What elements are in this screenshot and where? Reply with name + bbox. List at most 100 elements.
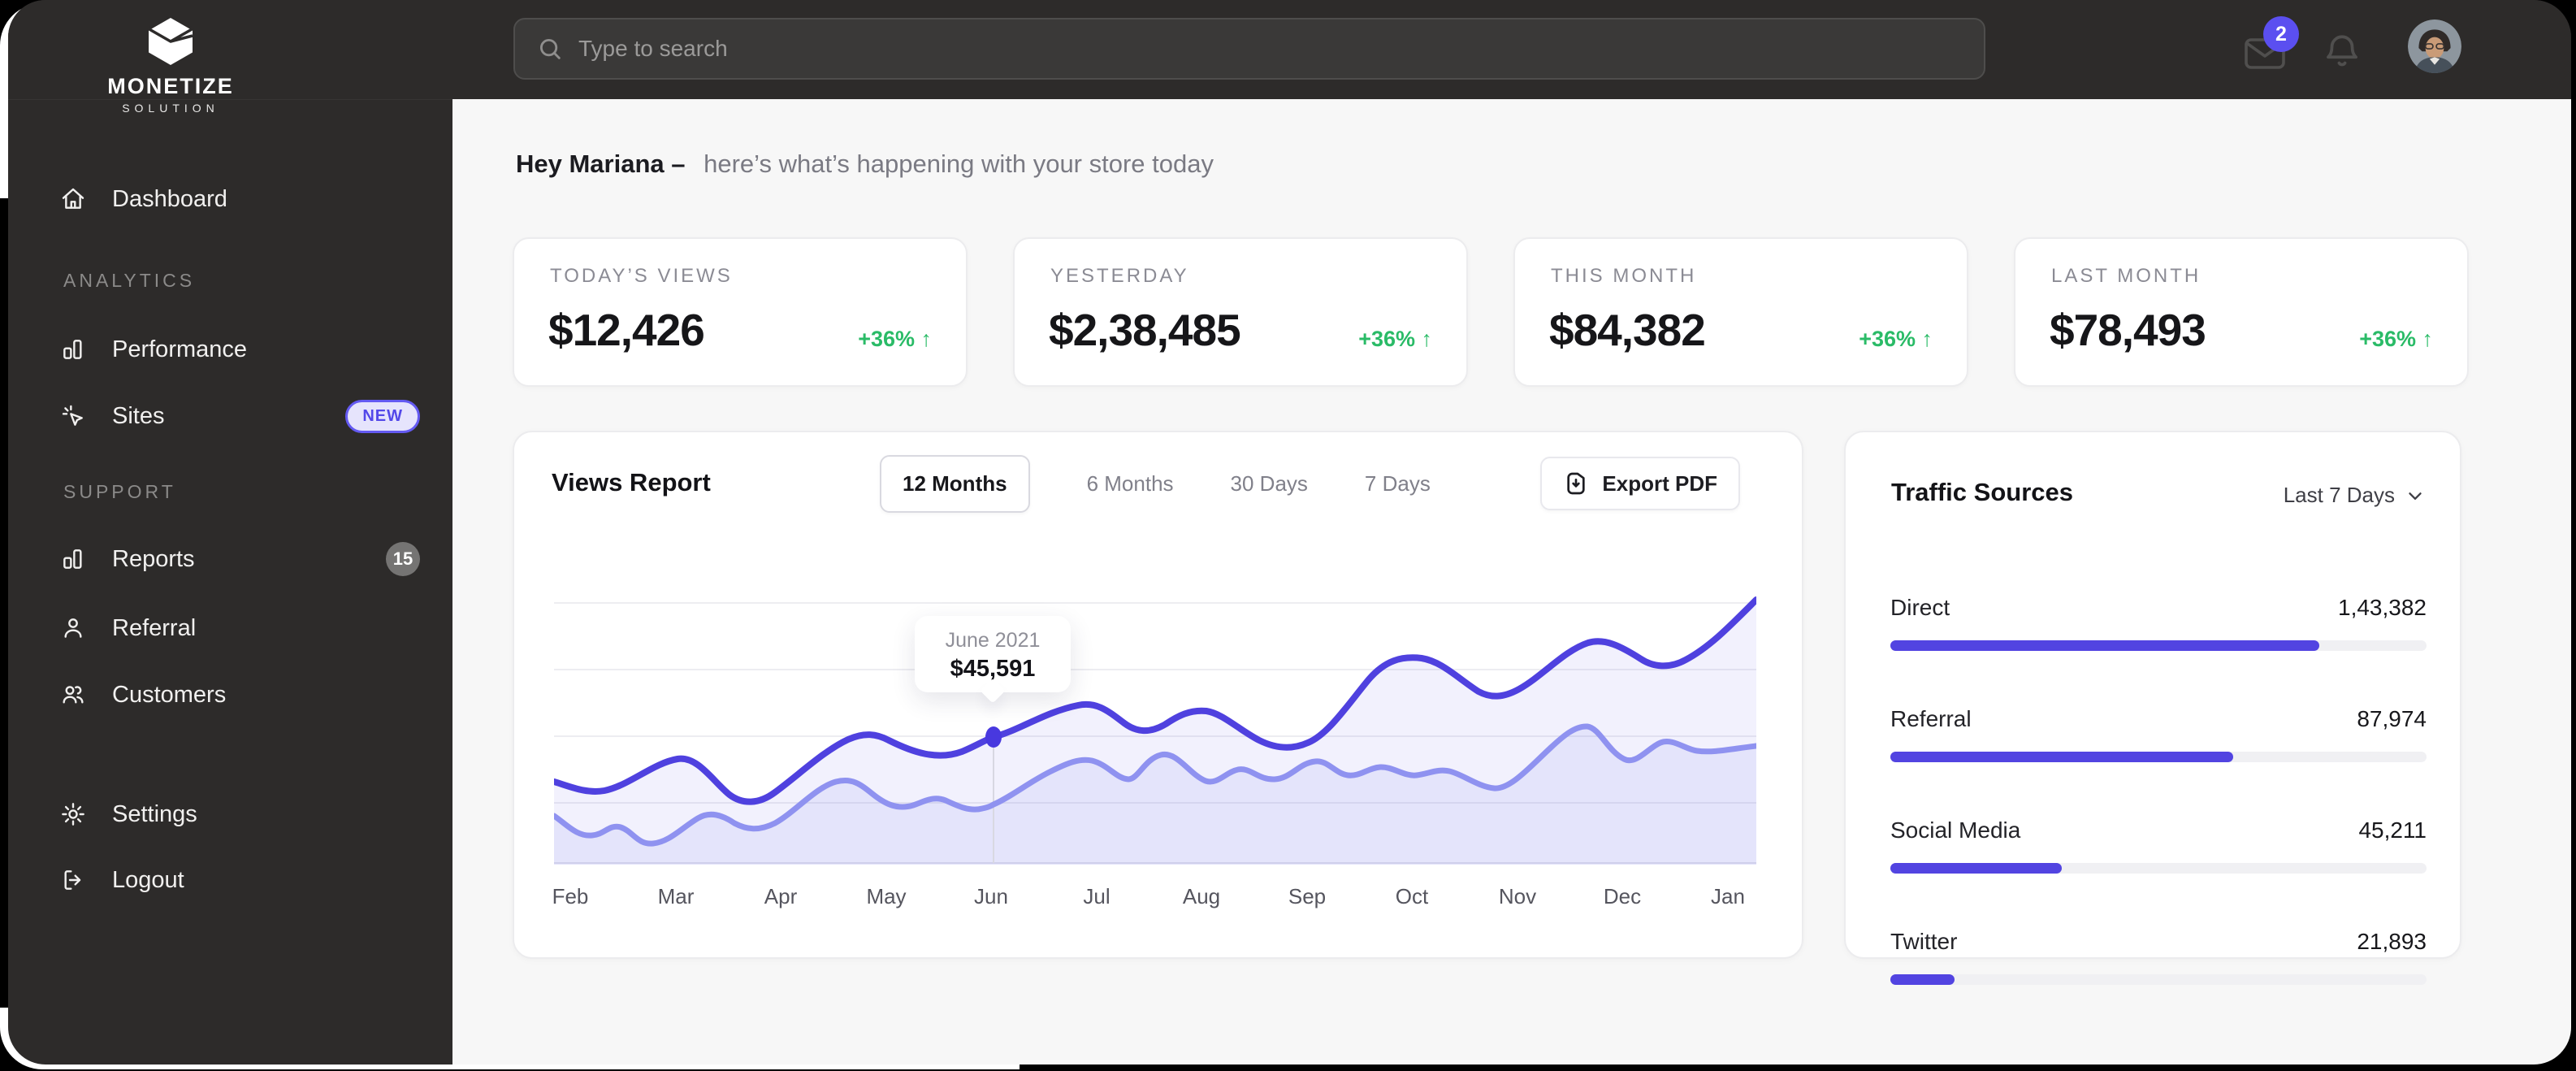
stat-card-yesterday: YESTERDAY $2,38,485 +36% ↑ xyxy=(1013,237,1468,387)
x-tick: Jan xyxy=(1711,884,1745,908)
sidebar-section-analytics: ANALYTICS xyxy=(63,270,196,291)
x-tick: May xyxy=(866,884,907,908)
x-tick: Jun xyxy=(974,884,1008,908)
x-tick: Jul xyxy=(1083,884,1110,908)
tooltip-label: June 2021 xyxy=(945,629,1041,652)
sidebar-item-settings[interactable]: Settings xyxy=(60,795,420,834)
search-bar[interactable] xyxy=(513,18,1985,80)
views-report-panel: Views Report 12 Months 6 Months 30 Days … xyxy=(513,431,1803,959)
range-dropdown-label: Last 7 Days xyxy=(2283,483,2395,507)
progress-fill xyxy=(1890,640,2319,651)
stat-value: $12,426 xyxy=(548,305,705,355)
stat-delta: +36% ↑ xyxy=(1358,327,1432,351)
sidebar-item-sites[interactable]: Sites NEW xyxy=(60,397,420,436)
logo-title: MONETIZE xyxy=(107,74,234,98)
sidebar-item-label: Performance xyxy=(112,336,248,362)
logo-subtitle: SOLUTION xyxy=(122,102,219,115)
sidebar-item-label: Logout xyxy=(112,866,184,893)
range-tabs: 12 Months 6 Months 30 Days 7 Days xyxy=(880,454,1431,513)
main-content: Hey Mariana – here’s what’s happening wi… xyxy=(452,99,2571,1064)
x-axis-labels: Feb Mar Apr May Jun Jul Aug Sep Oct Nov … xyxy=(552,884,1756,912)
sidebar-item-label: Dashboard xyxy=(112,185,227,212)
cursor-click-icon xyxy=(62,405,83,426)
stat-value: $78,493 xyxy=(2050,305,2206,355)
chart-tooltip: June 2021 $45,591 xyxy=(915,616,1071,692)
tab-6-months[interactable]: 6 Months xyxy=(1086,470,1174,496)
home-icon xyxy=(62,188,84,209)
export-pdf-label: Export PDF xyxy=(1602,470,1717,496)
sidebar-item-dashboard[interactable]: Dashboard xyxy=(60,180,420,219)
x-tick: Feb xyxy=(552,884,589,908)
progress-track xyxy=(1890,752,2427,762)
progress-fill xyxy=(1890,974,1955,985)
user-avatar[interactable] xyxy=(2408,20,2461,73)
stat-card-this-month: THIS MONTH $84,382 +36% ↑ xyxy=(1513,237,1968,387)
divider xyxy=(8,99,452,100)
progress-fill xyxy=(1890,863,2063,874)
chevron-down-icon xyxy=(2409,492,2422,500)
topbar: 2 xyxy=(8,0,2571,99)
sidebar-item-label: Settings xyxy=(112,800,197,827)
traffic-label: Direct xyxy=(1890,595,1950,620)
stat-label: YESTERDAY xyxy=(1050,265,1189,287)
tab-7-days[interactable]: 7 Days xyxy=(1364,470,1431,496)
search-icon xyxy=(539,38,561,59)
x-tick: Oct xyxy=(1395,884,1429,908)
traffic-value: 87,974 xyxy=(2357,706,2427,731)
tab-30-days[interactable]: 30 Days xyxy=(1230,470,1308,496)
traffic-label: Referral xyxy=(1890,706,1972,731)
logout-icon xyxy=(64,870,81,890)
sidebar-section-support: SUPPORT xyxy=(63,481,176,502)
stat-card-last-month: LAST MONTH $78,493 +36% ↑ xyxy=(2014,237,2469,387)
stat-label: TODAY’S VIEWS xyxy=(550,265,733,287)
traffic-label: Social Media xyxy=(1890,817,2021,843)
search-input[interactable] xyxy=(578,36,1963,62)
avatar-photo xyxy=(2408,20,2461,73)
x-tick: Apr xyxy=(764,884,798,908)
progress-track xyxy=(1890,640,2427,651)
x-tick: Nov xyxy=(1498,884,1537,908)
x-tick: Sep xyxy=(1288,884,1327,908)
views-chart[interactable] xyxy=(551,538,1760,865)
sidebar-item-customers[interactable]: Customers xyxy=(60,675,420,714)
logo: MONETIZE SOLUTION xyxy=(89,15,252,115)
views-report-title: Views Report xyxy=(552,468,711,496)
stat-delta: +36% ↑ xyxy=(1859,327,1933,351)
users-icon xyxy=(63,686,84,704)
progress-track xyxy=(1890,863,2427,874)
sidebar-item-label: Reports xyxy=(112,545,195,572)
export-pdf-button[interactable]: Export PDF xyxy=(1540,457,1740,510)
sidebar-item-label: Sites xyxy=(112,402,165,429)
traffic-value: 1,43,382 xyxy=(2338,595,2427,620)
traffic-value: 45,211 xyxy=(2358,817,2427,843)
chart-marker-dot xyxy=(985,726,1002,748)
bell-icon[interactable] xyxy=(2322,31,2362,72)
greeting: Hey Mariana – here’s what’s happening wi… xyxy=(516,150,1214,179)
progress-fill xyxy=(1890,752,2234,762)
tab-12-months[interactable]: 12 Months xyxy=(880,454,1030,513)
app-window: 2 xyxy=(8,0,2571,1064)
stat-delta: +36% ↑ xyxy=(858,327,932,351)
reports-count-badge: 15 xyxy=(386,542,420,576)
tooltip-value: $45,591 xyxy=(950,656,1036,682)
bar-chart-icon xyxy=(63,549,82,569)
stat-delta: +36% ↑ xyxy=(2359,327,2433,351)
sidebar-item-logout[interactable]: Logout xyxy=(60,861,420,900)
sidebar-item-reports[interactable]: Reports 15 xyxy=(60,540,420,579)
monetize-logo-icon xyxy=(147,15,194,65)
progress-track xyxy=(1890,974,2427,985)
sidebar-item-label: Referral xyxy=(112,614,197,641)
gear-icon xyxy=(62,803,84,826)
range-dropdown[interactable]: Last 7 Days xyxy=(2284,483,2426,508)
stat-value: $2,38,485 xyxy=(1049,305,1241,355)
sidebar-item-performance[interactable]: Performance xyxy=(60,330,420,369)
sidebar-item-referral[interactable]: Referral xyxy=(60,609,420,648)
traffic-sources-panel: Traffic Sources Last 7 Days Direct 1,43,… xyxy=(1844,431,2461,985)
sidebar-item-label: Customers xyxy=(112,681,227,708)
sidebar: MONETIZE SOLUTION Dashboard ANALYTICS Pe… xyxy=(8,0,452,1064)
traffic-label: Twitter xyxy=(1890,929,1958,954)
x-tick: Aug xyxy=(1182,884,1221,908)
views-chart-svg xyxy=(551,596,1760,865)
new-badge: NEW xyxy=(345,399,420,433)
